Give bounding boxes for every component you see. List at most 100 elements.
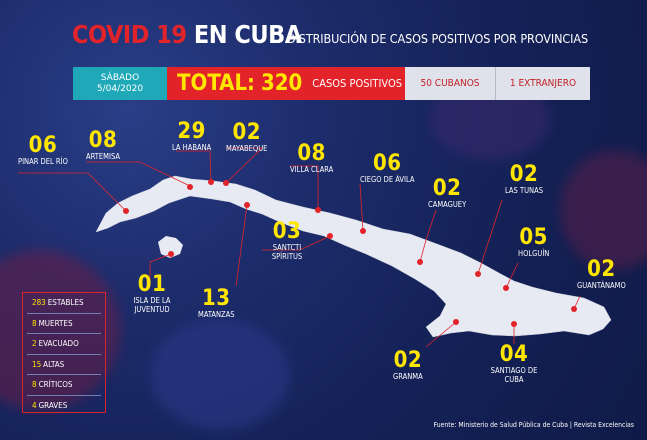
stats-panel: 283 ESTABLES 8 MUERTES 2 EVACUADO 15 ALTAS 8… — [22, 292, 106, 413]
dot-ciego — [360, 228, 366, 234]
day-label: SÁBADO — [100, 72, 140, 83]
dot-granma — [453, 319, 459, 325]
province-count: 29 — [177, 119, 206, 144]
stat-row: 15 ALTAS — [27, 355, 101, 375]
province-villaclara: 08 VILLA CLARA — [290, 141, 334, 175]
province-count: 03 — [272, 219, 302, 244]
province-isla: 01 ISLA DE LA JUVENTUD — [128, 272, 176, 315]
province-lastunas: 02 LAS TUNAS — [505, 162, 543, 196]
stat-label: CRÍTICOS — [38, 380, 73, 390]
dot-isla — [168, 251, 174, 257]
stat-row: 8 MUERTES — [27, 314, 101, 334]
stat-value: 8 — [32, 380, 37, 390]
stat-label: EVACUADO — [38, 339, 79, 349]
province-count: 06 — [372, 151, 402, 176]
leader-holguin — [505, 262, 519, 289]
province-count: 02 — [587, 257, 616, 282]
province-name: MAYABEQUE — [226, 144, 268, 153]
province-holguin: 05 HOLGUÍN — [518, 227, 550, 259]
province-name: ARTEMISA — [86, 152, 120, 161]
leader-villaclara — [290, 165, 319, 210]
province-name: SANTCTI SPÍRITUS — [271, 243, 303, 261]
leader-matanzas — [235, 204, 248, 287]
leader-lastunas — [477, 199, 503, 275]
summary-banner: SÁBADO 5/04/2020 TOTAL: 320 CASOS POSITI… — [73, 67, 590, 100]
stat-value: 2 — [32, 339, 37, 349]
leader-habana — [176, 150, 212, 183]
stat-row: 4 GRAVES — [27, 396, 101, 416]
dot-artemisa — [187, 184, 193, 190]
total-label: TOTAL: — [177, 71, 255, 96]
province-name: LA HABANA — [172, 143, 212, 152]
total-value: 320 — [260, 71, 303, 96]
province-dots — [123, 179, 577, 327]
province-count: 06 — [28, 133, 58, 158]
province-count: 02 — [509, 162, 539, 187]
leader-mayabeque — [225, 147, 263, 184]
stat-row: 283 ESTABLES — [27, 293, 101, 314]
stat-label: ESTABLES — [47, 298, 84, 308]
background-blob — [560, 150, 647, 270]
province-name: HOLGUÍN — [518, 249, 550, 258]
province-count: 02 — [393, 348, 423, 373]
dot-camaguey — [417, 259, 423, 265]
subtitle: DISTRIBUCIÓN DE CASOS POSITIVOS POR PROV… — [287, 31, 588, 46]
date-label: 5/04/2020 — [96, 83, 144, 94]
leader-camaguey — [419, 209, 437, 263]
province-camaguey: 02 CAMAGUEY — [428, 176, 467, 210]
source-credit: Fuente: Ministerio de Salud Pública de C… — [433, 421, 634, 429]
province-guantanamo: 02 GUANTÁNAMO — [577, 257, 626, 291]
stat-value: 8 — [32, 318, 37, 328]
province-matanzas: 13 MATANZAS — [198, 286, 235, 320]
province-name: GUANTÁNAMO — [577, 281, 626, 290]
province-count: 02 — [232, 120, 261, 145]
province-sancti: 03 SANTCTI SPÍRITUS — [264, 219, 310, 262]
province-name: ISLA DE LA JUVENTUD — [133, 296, 171, 314]
dot-habana — [208, 179, 214, 185]
dot-sancti — [327, 233, 333, 239]
province-count: 01 — [137, 272, 167, 297]
province-name: CAMAGUEY — [428, 200, 467, 209]
province-count: 13 — [202, 286, 231, 311]
leader-ciego — [359, 183, 364, 232]
province-artemisa: 08 ARTEMISA — [86, 128, 120, 162]
province-count: 04 — [499, 342, 529, 367]
province-name: VILLA CLARA — [290, 165, 334, 174]
leader-sancti — [262, 235, 331, 251]
province-ciego: 06 CIEGO DE ÁVILA — [360, 151, 415, 185]
province-count: 08 — [297, 141, 326, 166]
dot-villaclara — [315, 207, 321, 213]
province-name: PINAR DEL RÍO — [18, 157, 68, 166]
leader-artemisa — [86, 161, 191, 187]
stat-label: MUERTES — [38, 318, 73, 328]
dot-guantanamo — [571, 306, 577, 312]
leader-isla — [149, 253, 172, 280]
province-count: 08 — [88, 128, 118, 153]
stat-label: GRAVES — [38, 400, 68, 410]
cuba-island — [95, 175, 612, 338]
province-name: GRANMA — [393, 372, 423, 381]
leader-granma — [425, 321, 457, 348]
stat-value: 4 — [32, 400, 37, 410]
title-covid: COVID 19 — [72, 20, 187, 49]
date-box: SÁBADO 5/04/2020 — [73, 67, 167, 100]
dot-santiago — [511, 321, 517, 327]
total-box: TOTAL: 320 CASOS POSITIVOS — [167, 67, 405, 100]
stat-row: 8 CRÍTICOS — [27, 375, 101, 396]
province-habana: 29 LA HABANA — [172, 119, 212, 153]
dot-mayabeque — [223, 180, 229, 186]
leader-lines — [18, 147, 581, 348]
dot-lastunas — [475, 271, 481, 277]
dot-pinar — [123, 208, 129, 214]
province-count: 02 — [432, 176, 462, 201]
province-granma: 02 GRANMA — [393, 348, 423, 382]
stat-row: 2 EVACUADO — [27, 334, 101, 355]
province-name: LAS TUNAS — [505, 186, 543, 195]
dot-holguin — [503, 285, 509, 291]
cubanos-box: 50 CUBANOS — [405, 67, 496, 100]
title-cuba: EN CUBA — [193, 20, 302, 49]
province-pinar: 06 PINAR DEL RÍO — [18, 133, 68, 167]
stat-label: ALTAS — [43, 359, 65, 369]
stat-value: 15 — [32, 359, 42, 369]
